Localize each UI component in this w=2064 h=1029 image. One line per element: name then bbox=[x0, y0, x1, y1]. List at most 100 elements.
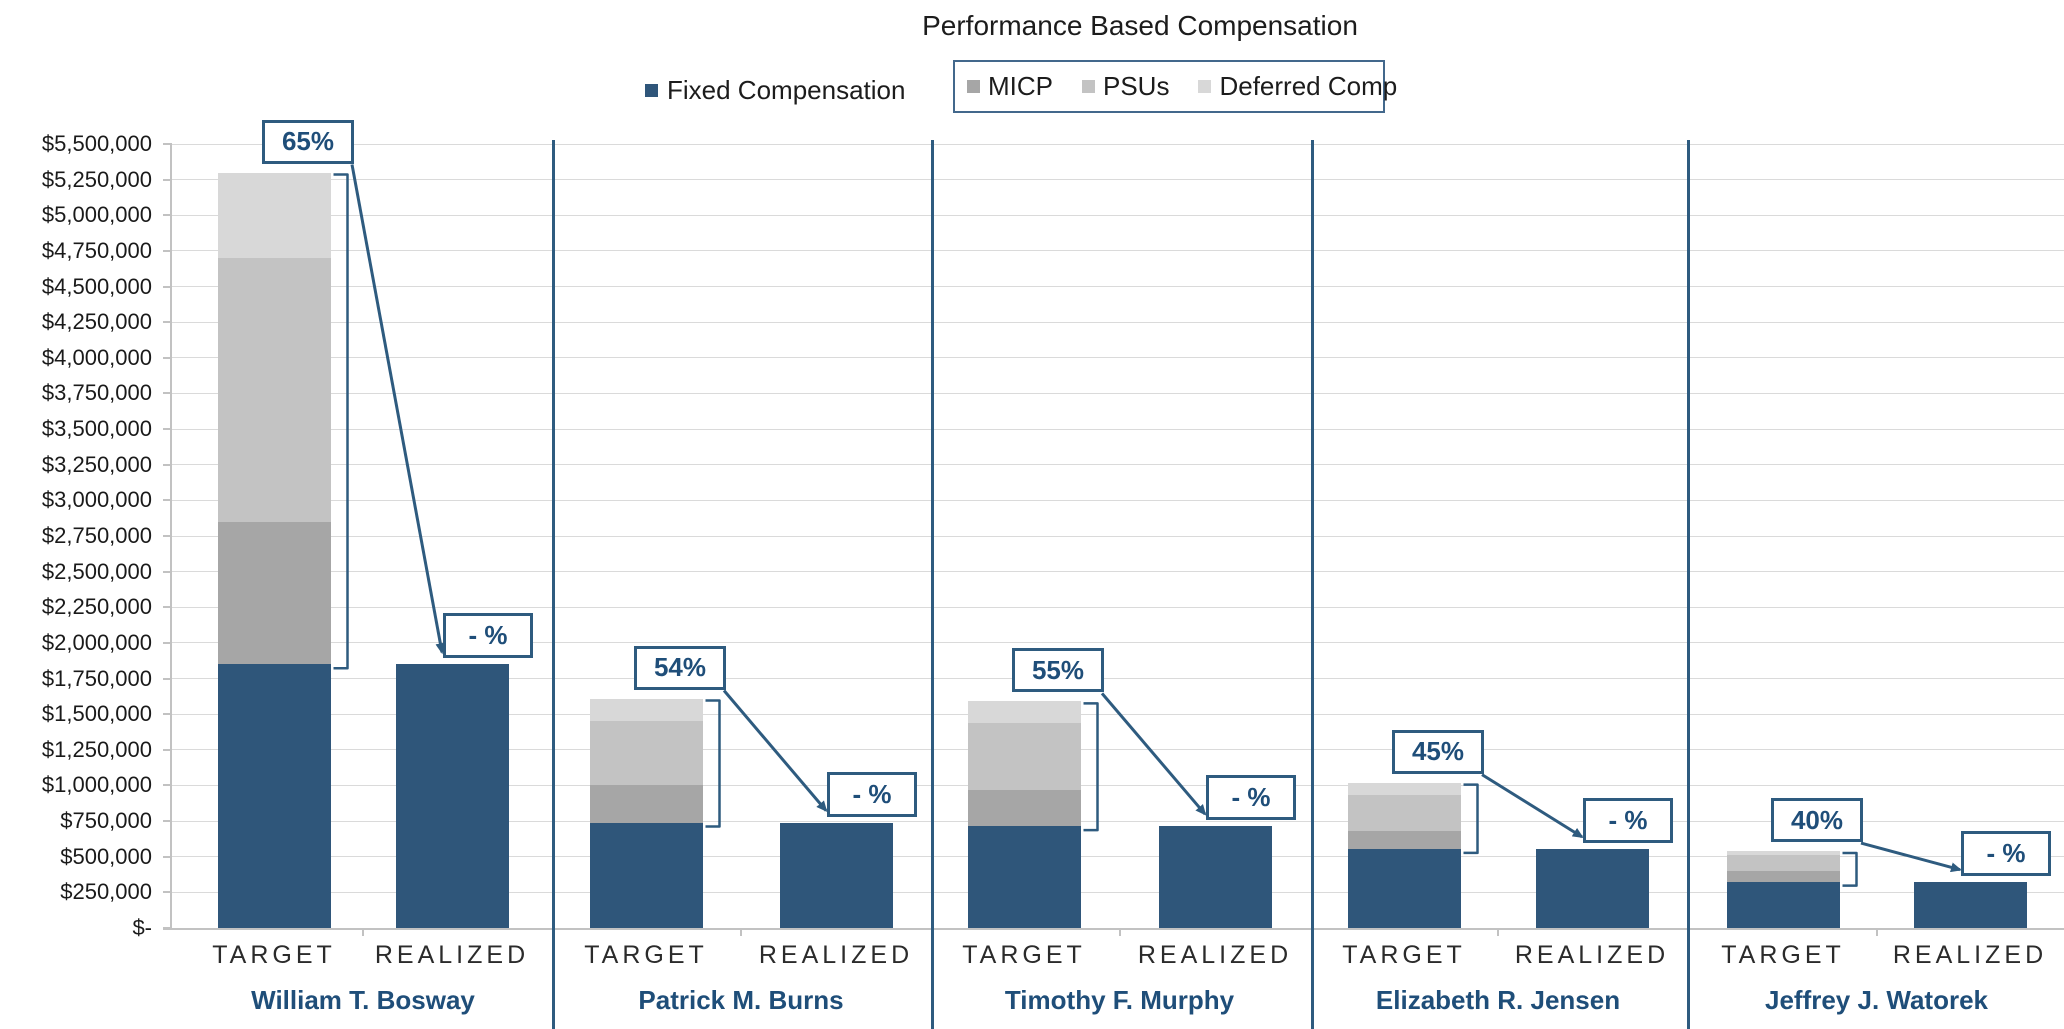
micp-swatch-icon bbox=[967, 80, 980, 93]
target-bar-segment-psus bbox=[967, 723, 1081, 790]
legend-label: PSUs bbox=[1103, 71, 1170, 101]
realized-percent-label: - % bbox=[827, 771, 917, 817]
y-axis-tick bbox=[163, 891, 172, 894]
target-to-realized-arrow bbox=[722, 689, 828, 813]
y-axis-label: $750,000 bbox=[60, 808, 152, 834]
gridline bbox=[171, 214, 2064, 216]
y-axis-tick bbox=[163, 249, 172, 252]
executive-name-label: Elizabeth R. Jensen bbox=[1375, 985, 1621, 1015]
y-axis-tick bbox=[163, 285, 172, 288]
target-percent-label: 55% bbox=[1012, 648, 1104, 693]
y-axis-tick bbox=[163, 499, 172, 502]
target-bar-segment-fixed bbox=[589, 822, 703, 928]
target-bar-segment-fixed bbox=[1726, 881, 1840, 928]
y-axis-tick bbox=[163, 143, 172, 145]
realized-category-label: REALIZED bbox=[758, 941, 914, 969]
performance-portion-bracket bbox=[705, 699, 721, 828]
performance-portion-bracket bbox=[333, 173, 349, 670]
realized-percent-label: - % bbox=[1206, 775, 1296, 821]
x-axis-tick bbox=[1497, 930, 1499, 936]
target-to-realized-arrow bbox=[1100, 692, 1207, 816]
fixed-compensation-swatch-icon bbox=[645, 83, 658, 97]
panel-separator bbox=[931, 140, 934, 1029]
target-bar-segment-deferred bbox=[1347, 782, 1461, 796]
y-axis-tick bbox=[163, 214, 172, 217]
y-axis-label: $3,250,000 bbox=[41, 451, 152, 477]
y-axis-tick bbox=[163, 820, 172, 823]
realized-category-label: REALIZED bbox=[1892, 941, 2048, 969]
legend-item-deferred-comp: Deferred Comp bbox=[1198, 71, 1397, 102]
executive-name-label: Jeffrey J. Watorek bbox=[1764, 985, 1989, 1015]
y-axis-tick bbox=[163, 392, 172, 395]
target-to-realized-arrow bbox=[1860, 841, 1962, 873]
target-to-realized-arrow bbox=[1481, 773, 1584, 839]
y-axis-label: $- bbox=[132, 915, 152, 940]
gridline bbox=[171, 392, 2064, 394]
target-bar-segment-psus bbox=[1726, 854, 1840, 871]
target-bar-segment-fixed bbox=[1347, 848, 1461, 928]
legend-label: Fixed Compensation bbox=[667, 74, 906, 105]
gridline bbox=[171, 891, 2064, 893]
deferred-comp-swatch-icon bbox=[1198, 80, 1212, 93]
realized-bar-segment-fixed bbox=[1913, 881, 2027, 928]
y-axis-label: $1,750,000 bbox=[41, 665, 152, 691]
y-axis-label: $500,000 bbox=[60, 843, 152, 869]
y-axis-label: $2,750,000 bbox=[41, 523, 152, 548]
performance-portion-bracket bbox=[1083, 702, 1099, 832]
target-to-realized-arrow bbox=[350, 164, 446, 655]
target-bar-segment-psus bbox=[1347, 795, 1461, 832]
target-bar-segment-micp bbox=[967, 789, 1081, 827]
gridline bbox=[171, 179, 2064, 181]
gridline bbox=[171, 499, 2064, 501]
x-axis-tick bbox=[1118, 930, 1121, 936]
target-bar-segment-deferred bbox=[1726, 851, 1840, 855]
target-bar-segment-deferred bbox=[967, 701, 1081, 724]
y-axis-tick bbox=[163, 178, 172, 181]
realized-category-label: REALIZED bbox=[1137, 941, 1293, 969]
legend-label: Deferred Comp bbox=[1219, 71, 1398, 101]
y-axis-label: $4,500,000 bbox=[41, 273, 152, 299]
gridline bbox=[171, 321, 2064, 323]
realized-percent-label: - % bbox=[1583, 797, 1673, 843]
performance-legend-box: MICP PSUs Deferred Comp bbox=[953, 60, 1397, 113]
target-percent-label: 40% bbox=[1771, 798, 1863, 843]
target-category-label: TARGET bbox=[212, 941, 336, 969]
realized-percent-label: - % bbox=[443, 613, 533, 659]
legend-item-micp: MICP bbox=[967, 71, 1053, 102]
target-category-label: TARGET bbox=[1721, 941, 1845, 969]
target-bar-segment-micp bbox=[217, 521, 331, 665]
y-axis-label: $3,500,000 bbox=[41, 416, 152, 442]
y-axis-label: $250,000 bbox=[60, 879, 152, 905]
target-category-label: TARGET bbox=[584, 941, 708, 969]
y-axis-tick bbox=[163, 428, 172, 431]
legend-item-fixed-compensation: Fixed Compensation bbox=[645, 68, 905, 112]
y-axis-tick bbox=[163, 356, 172, 359]
executive-name-label: William T. Bosway bbox=[251, 985, 475, 1015]
gridline bbox=[171, 250, 2064, 252]
y-axis-tick bbox=[163, 713, 172, 716]
y-axis-tick bbox=[163, 641, 172, 644]
y-axis-label: $4,250,000 bbox=[41, 309, 152, 335]
realized-bar-segment-fixed bbox=[1158, 826, 1272, 928]
y-axis-label: $1,500,000 bbox=[41, 701, 152, 727]
gridline bbox=[171, 286, 2064, 288]
y-axis-label: $2,000,000 bbox=[41, 629, 152, 655]
gridline bbox=[171, 749, 2064, 751]
psus-swatch-icon bbox=[1082, 80, 1095, 93]
gridline bbox=[171, 535, 2064, 537]
y-axis-label: $2,250,000 bbox=[41, 594, 152, 620]
y-axis-tick bbox=[163, 463, 172, 466]
panel-separator bbox=[1687, 140, 1690, 1029]
y-axis-label: $4,750,000 bbox=[41, 237, 152, 263]
y-axis-tick bbox=[163, 784, 172, 787]
target-bar-segment-micp bbox=[589, 785, 703, 823]
gridline bbox=[171, 357, 2064, 359]
x-axis-line bbox=[163, 928, 2064, 930]
y-axis-tick bbox=[163, 748, 172, 751]
y-axis-tick bbox=[163, 321, 172, 324]
gridline bbox=[171, 856, 2064, 858]
target-bar-segment-deferred bbox=[217, 172, 331, 259]
y-axis-tick bbox=[163, 677, 172, 680]
